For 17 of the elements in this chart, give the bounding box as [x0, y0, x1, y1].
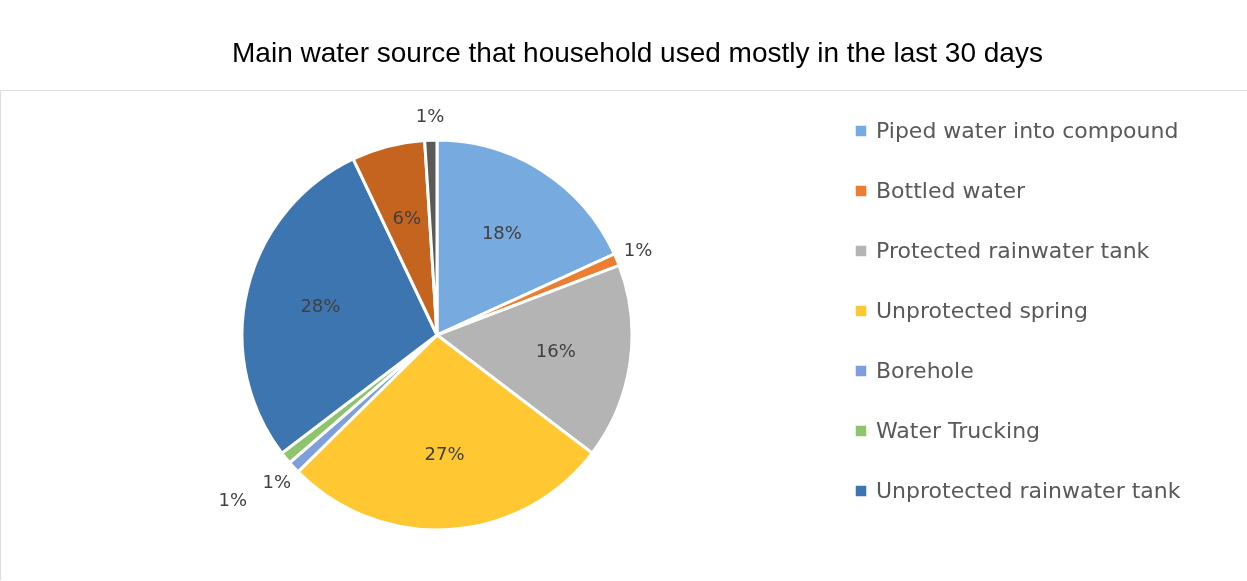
- data-label: 1%: [415, 105, 445, 127]
- legend-label: Bottled water: [876, 178, 1027, 203]
- legend-label: Water Trucking: [876, 418, 1041, 443]
- legend-label: Unprotected spring: [876, 298, 1088, 323]
- data-label: 1%: [623, 238, 653, 260]
- data-label: 1%: [262, 470, 292, 492]
- legend-label: Piped water into compound: [876, 118, 1179, 143]
- data-label: 6%: [392, 206, 422, 228]
- data-label: 1%: [218, 488, 248, 510]
- legend-label: Unprotected rainwater tank: [876, 478, 1181, 503]
- legend-label: Protected rainwater tank: [876, 238, 1150, 263]
- data-label: 18%: [481, 222, 522, 244]
- data-label: 27%: [424, 442, 465, 464]
- data-label: 16%: [535, 340, 576, 362]
- chart-title: Main water source that household used mostly in the last 30 days: [232, 37, 1043, 68]
- legend-label: Borehole: [876, 358, 974, 383]
- data-label: 28%: [300, 294, 341, 316]
